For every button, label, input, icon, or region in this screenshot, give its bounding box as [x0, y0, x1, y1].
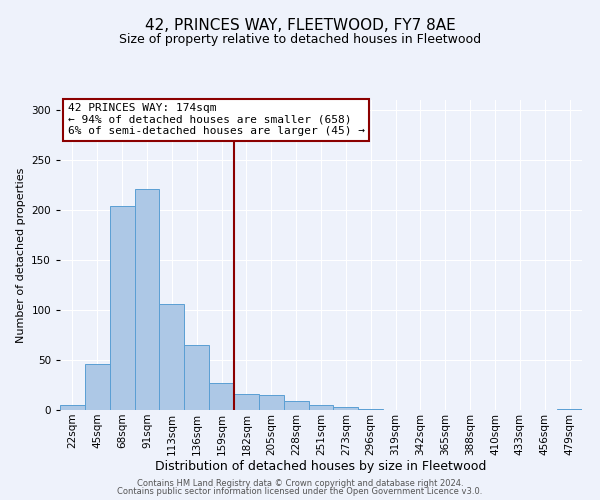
Bar — [85, 364, 110, 410]
Text: Size of property relative to detached houses in Fleetwood: Size of property relative to detached ho… — [119, 32, 481, 46]
Text: 42 PRINCES WAY: 174sqm
← 94% of detached houses are smaller (658)
6% of semi-det: 42 PRINCES WAY: 174sqm ← 94% of detached… — [68, 103, 365, 136]
Bar — [184, 345, 209, 410]
Bar — [110, 206, 134, 410]
Bar — [209, 383, 234, 410]
Text: Contains public sector information licensed under the Open Government Licence v3: Contains public sector information licen… — [118, 487, 482, 496]
Bar — [557, 409, 582, 410]
Bar — [334, 407, 358, 410]
Bar — [234, 394, 259, 410]
Bar — [160, 304, 184, 410]
Bar — [358, 409, 383, 410]
Bar — [134, 189, 160, 410]
Bar — [259, 395, 284, 410]
Text: Contains HM Land Registry data © Crown copyright and database right 2024.: Contains HM Land Registry data © Crown c… — [137, 478, 463, 488]
Bar — [284, 401, 308, 410]
Y-axis label: Number of detached properties: Number of detached properties — [16, 168, 26, 342]
Bar — [308, 405, 334, 410]
Bar — [60, 405, 85, 410]
X-axis label: Distribution of detached houses by size in Fleetwood: Distribution of detached houses by size … — [155, 460, 487, 473]
Text: 42, PRINCES WAY, FLEETWOOD, FY7 8AE: 42, PRINCES WAY, FLEETWOOD, FY7 8AE — [145, 18, 455, 32]
